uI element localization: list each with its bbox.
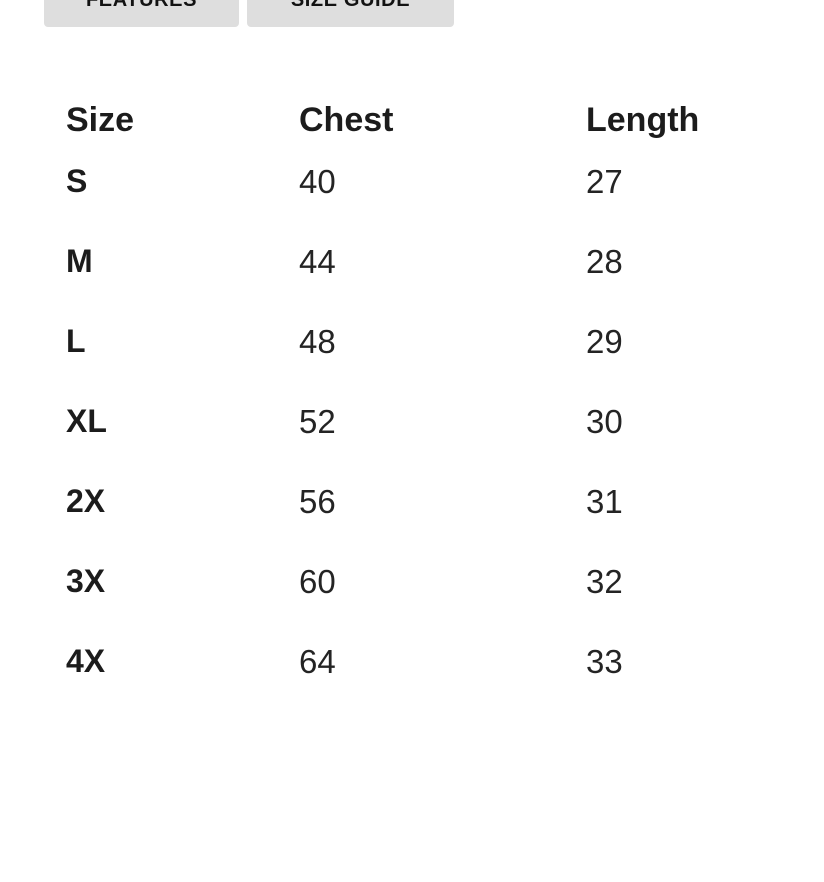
cell-length: 30 <box>586 402 623 440</box>
cell-chest: 60 <box>299 562 336 600</box>
cell-chest: 64 <box>299 642 336 680</box>
table-row: 2X 56 31 <box>66 461 766 541</box>
cell-length: 28 <box>586 242 623 280</box>
cell-size: 3X <box>66 563 106 599</box>
size-table-header: Size Chest Length <box>66 90 766 141</box>
cell-size: M <box>66 243 93 279</box>
table-row: XL 52 30 <box>66 381 766 461</box>
column-header-length: Length <box>586 101 700 139</box>
cell-chest: 52 <box>299 402 336 440</box>
cell-chest: 56 <box>299 482 336 520</box>
cell-size: 4X <box>66 643 106 679</box>
cell-length: 31 <box>586 482 623 520</box>
product-detail-tabs: FEATURES SIZE GUIDE <box>0 0 824 27</box>
cell-size: XL <box>66 403 107 439</box>
cell-chest: 48 <box>299 322 336 360</box>
cell-chest: 44 <box>299 242 336 280</box>
tab-features[interactable]: FEATURES <box>44 0 239 27</box>
table-row: S 40 27 <box>66 141 766 221</box>
cell-size: 2X <box>66 483 106 519</box>
cell-chest: 40 <box>299 162 336 200</box>
table-row: L 48 29 <box>66 301 766 381</box>
size-guide-table: Size Chest Length S 40 27 M 44 28 L 48 2… <box>66 90 766 701</box>
cell-length: 33 <box>586 642 623 680</box>
table-row: 4X 64 33 <box>66 621 766 701</box>
table-header-row: Size Chest Length <box>66 90 766 141</box>
size-table-body: S 40 27 M 44 28 L 48 29 XL 52 30 2X 56 3… <box>66 141 766 701</box>
tab-size-guide[interactable]: SIZE GUIDE <box>247 0 454 27</box>
table-row: M 44 28 <box>66 221 766 301</box>
cell-size: S <box>66 163 88 199</box>
column-header-chest: Chest <box>299 101 394 139</box>
cell-length: 29 <box>586 322 623 360</box>
cell-length: 27 <box>586 162 623 200</box>
cell-length: 32 <box>586 562 623 600</box>
cell-size: L <box>66 323 86 359</box>
column-header-size: Size <box>66 101 135 139</box>
table-row: 3X 60 32 <box>66 541 766 621</box>
